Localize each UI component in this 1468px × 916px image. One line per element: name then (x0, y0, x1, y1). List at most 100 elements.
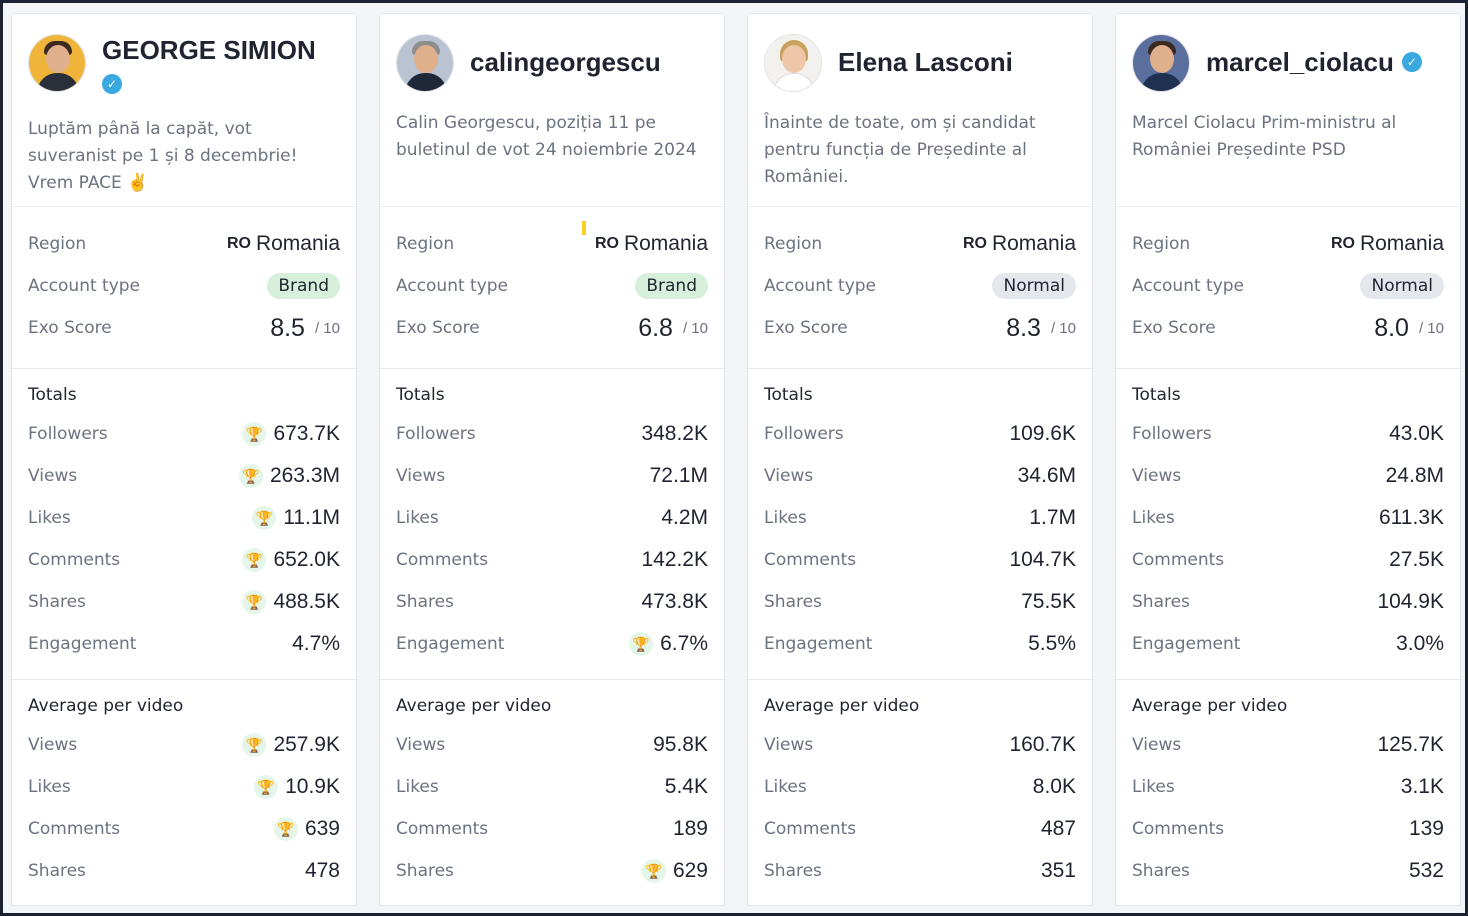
avg-views-row: Views 95.8K (396, 724, 708, 766)
account-type-label: Account type (396, 276, 509, 296)
avg-comments-row: Comments 189 (396, 808, 708, 850)
trophy-icon: 🏆 (242, 590, 267, 614)
avatar[interactable] (764, 34, 822, 92)
engagement-label: Engagement (764, 634, 873, 654)
trophy-icon: 🏆 (629, 632, 654, 656)
likes-label: Likes (28, 777, 71, 797)
account-type-row: Account type Normal (1132, 265, 1444, 307)
likes-value: 11.1M (283, 506, 340, 529)
average-title: Average per video (764, 696, 920, 716)
avg-shares-value: 351 (1040, 859, 1076, 882)
avg-views-row: Views 160.7K (764, 724, 1076, 766)
avg-views-value: 95.8K (653, 733, 708, 756)
region-label: Region (1132, 234, 1191, 254)
likes-value: 611.3K (1379, 506, 1444, 529)
comments-label: Comments (1132, 550, 1225, 570)
avatar[interactable] (28, 34, 86, 92)
totals-followers-row: Followers 348.2K (396, 413, 708, 455)
views-label: Views (1132, 466, 1182, 486)
totals-likes-row: Likes 🏆 11.1M (28, 497, 340, 539)
profile-bio: Luptăm până la capăt, vot suveranist pe … (28, 119, 298, 193)
trophy-icon: 🏆 (641, 859, 666, 883)
views-label: Views (28, 466, 78, 486)
trophy-icon: 🏆 (273, 817, 298, 841)
profile-name[interactable]: GEORGE SIMION (102, 35, 316, 65)
avg-likes-value: 3.1K (1400, 775, 1444, 798)
totals-views-row: Views 24.8M (1132, 455, 1444, 497)
avg-shares-row: Shares 🏆 629 (396, 850, 708, 892)
totals-title: Totals (396, 385, 445, 405)
totals-title: Totals (28, 385, 77, 405)
region-row: Region RO Romania (764, 223, 1076, 265)
average-section: Average per video Views 125.7K Likes 3.1K … (1116, 680, 1460, 905)
account-type-badge: Brand (635, 273, 708, 299)
avg-likes-value: 10.9K (285, 775, 340, 798)
totals-engagement-row: Engagement 4.7% (28, 623, 340, 665)
avg-likes-value: 5.4K (664, 775, 708, 798)
profile-meta: Region RO Romania Account type Normal Exo… (748, 207, 1092, 369)
profile-header: marcel_ciolacu ✓ Marcel Ciolacu Prim-min… (1116, 14, 1460, 207)
profile-meta: Region RO Romania Account type Brand Exo … (12, 207, 356, 369)
totals-section: Totals Followers 🏆 673.7K Views 🏆 263.3M Lik… (12, 369, 356, 680)
followers-value: 673.7K (273, 422, 340, 445)
totals-section: Totals Followers 43.0K Views 24.8M Likes 61… (1116, 369, 1460, 680)
shares-value: 104.9K (1377, 590, 1444, 613)
avg-shares-row: Shares 351 (764, 850, 1076, 892)
region-row: Region RO Romania (28, 223, 340, 265)
views-label: Views (764, 735, 814, 755)
views-value: 263.3M (269, 464, 340, 487)
account-type-badge: Normal (1360, 273, 1444, 299)
engagement-value: 5.5% (1028, 632, 1076, 655)
totals-followers-row: Followers 🏆 673.7K (28, 413, 340, 455)
shares-value: 473.8K (641, 590, 708, 613)
comments-value: 142.2K (641, 548, 708, 571)
totals-likes-row: Likes 4.2M (396, 497, 708, 539)
comments-label: Comments (396, 819, 489, 839)
followers-value: 109.6K (1009, 422, 1076, 445)
account-type-label: Account type (764, 276, 877, 296)
exo-score-max: / 10 (314, 319, 340, 337)
trophy-icon: 🏆 (242, 733, 267, 757)
region-code: RO (962, 235, 987, 252)
likes-label: Likes (396, 508, 439, 528)
followers-value: 348.2K (641, 422, 708, 445)
region-code: RO (1330, 235, 1355, 252)
exo-score-row: Exo Score 6.8 / 10 (396, 307, 708, 349)
followers-label: Followers (396, 424, 476, 444)
avg-comments-value: 487 (1040, 817, 1076, 840)
avg-likes-row: Likes 🏆 10.9K (28, 766, 340, 808)
likes-label: Likes (764, 508, 807, 528)
profile-name[interactable]: calingeorgescu (470, 47, 661, 77)
shares-label: Shares (396, 861, 454, 881)
likes-value: 4.2M (661, 506, 708, 529)
shares-label: Shares (764, 861, 822, 881)
engagement-value: 6.7% (660, 632, 708, 655)
views-label: Views (396, 466, 446, 486)
shares-label: Shares (764, 592, 822, 612)
shares-label: Shares (396, 592, 454, 612)
totals-followers-row: Followers 43.0K (1132, 413, 1444, 455)
avg-views-value: 125.7K (1377, 733, 1444, 756)
average-section: Average per video Views 160.7K Likes 8.0K … (748, 680, 1092, 905)
exo-score-value: 6.8 (638, 313, 673, 342)
comments-label: Comments (28, 819, 121, 839)
avatar[interactable] (1132, 34, 1190, 92)
profile-header: GEORGE SIMION ✓ Luptăm până la capăt, vo… (12, 14, 356, 207)
avg-likes-row: Likes 3.1K (1132, 766, 1444, 808)
totals-title: Totals (1132, 385, 1181, 405)
totals-followers-row: Followers 109.6K (764, 413, 1076, 455)
profile-bio: Înainte de toate, om și candidat pentru … (764, 113, 1036, 187)
avatar[interactable] (396, 34, 454, 92)
profile-name[interactable]: marcel_ciolacu (1206, 47, 1394, 77)
avg-comments-value: 139 (1408, 817, 1444, 840)
followers-label: Followers (28, 424, 108, 444)
average-section: Average per video Views 🏆 257.9K Likes 🏆 10.… (12, 680, 356, 905)
profile-name[interactable]: Elena Lasconi (838, 47, 1013, 77)
avg-comments-row: Comments 🏆 639 (28, 808, 340, 850)
trophy-icon: 🏆 (242, 422, 267, 446)
comments-value: 104.7K (1009, 548, 1076, 571)
verified-badge-icon: ✓ (102, 74, 122, 94)
avg-comments-value: 189 (672, 817, 708, 840)
average-title: Average per video (396, 696, 552, 716)
totals-engagement-row: Engagement 5.5% (764, 623, 1076, 665)
